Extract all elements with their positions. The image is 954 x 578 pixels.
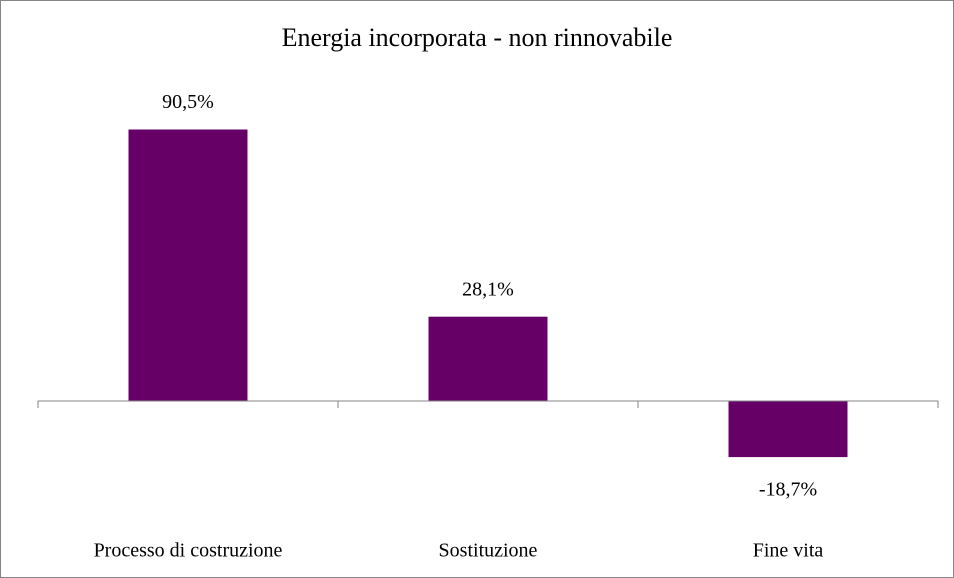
x-tick-label: Fine vita [753,540,824,562]
x-tick-label: Processo di costruzione [94,540,283,562]
value-label: 90,5% [162,91,214,113]
bar [728,401,848,458]
bar [428,316,548,401]
bar [128,129,248,401]
value-label: -18,7% [759,479,817,501]
chart-title: Energia incorporata - non rinnovabile [282,23,673,52]
x-tick-label: Sostituzione [439,540,538,562]
bars [128,129,848,458]
value-label: 28,1% [462,278,514,300]
